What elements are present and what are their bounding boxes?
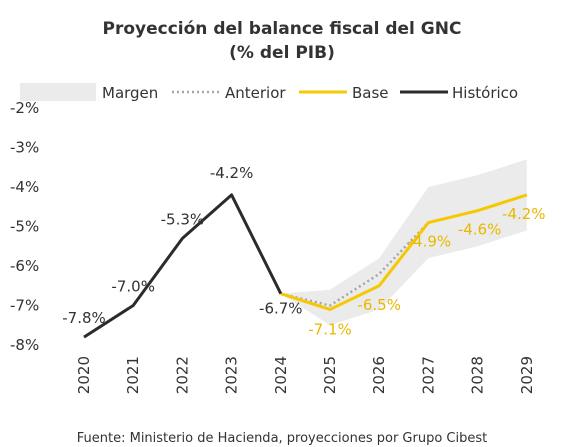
x-tick-label: 2023 xyxy=(223,356,241,394)
legend-label-anterior: Anterior xyxy=(225,84,286,102)
x-tick-label: 2026 xyxy=(370,356,388,394)
data-labels: -7.8% -7.0% -5.3% -4.2% -6.7% -7.1% -6.5% -4.9%… xyxy=(62,164,545,339)
chart-source: Fuente: Ministerio de Hacienda, proyecci… xyxy=(77,431,488,446)
legend: Margen Anterior Base Histórico xyxy=(20,83,518,102)
x-tick-label: 2029 xyxy=(518,356,536,394)
x-axis-ticks: 2020 2021 2022 2023 2024 2025 2026 2027 2028 2029 xyxy=(75,356,536,394)
base-data-label: -4.9% xyxy=(408,233,452,251)
anterior-line xyxy=(280,221,430,307)
x-tick-label: 2021 xyxy=(124,356,142,394)
y-tick-label: -3% xyxy=(10,139,39,157)
historico-data-label: -4.2% xyxy=(210,164,254,182)
margin-band xyxy=(280,159,527,326)
y-tick-label: -2% xyxy=(10,99,39,117)
base-line xyxy=(280,193,528,311)
margin-band-layer xyxy=(280,159,527,326)
y-tick-label: -6% xyxy=(10,257,39,275)
x-tick-label: 2020 xyxy=(75,356,93,394)
historico-data-label: -7.8% xyxy=(62,309,106,327)
y-tick-label: -7% xyxy=(10,297,39,315)
x-tick-label: 2024 xyxy=(272,356,290,394)
historico-data-label: -6.7% xyxy=(259,300,303,318)
y-tick-label: -4% xyxy=(10,178,39,196)
legend-swatch-margen xyxy=(20,83,96,101)
base-data-label: -6.5% xyxy=(357,296,401,314)
x-tick-label: 2022 xyxy=(173,356,191,394)
legend-label-base: Base xyxy=(352,84,389,102)
chart-subtitle: (% del PIB) xyxy=(229,43,335,63)
chart-title: Proyección del balance fiscal del GNC xyxy=(103,19,462,39)
y-axis-ticks: -2% -3% -4% -5% -6% -7% -8% xyxy=(10,99,39,354)
historico-line xyxy=(83,193,283,339)
x-tick-label: 2025 xyxy=(321,356,339,394)
x-tick-label: 2027 xyxy=(419,356,437,394)
series-lines xyxy=(83,193,528,339)
legend-label-historico: Histórico xyxy=(452,84,518,102)
legend-label-margen: Margen xyxy=(102,84,158,102)
historico-data-label: -5.3% xyxy=(161,210,205,228)
y-tick-label: -5% xyxy=(10,218,39,236)
x-tick-label: 2028 xyxy=(469,356,487,394)
y-tick-label: -8% xyxy=(10,336,39,354)
base-data-label: -4.2% xyxy=(502,205,546,223)
base-data-label: -7.1% xyxy=(308,320,352,338)
historico-data-label: -7.0% xyxy=(111,278,155,296)
base-data-label: -4.6% xyxy=(458,221,502,239)
